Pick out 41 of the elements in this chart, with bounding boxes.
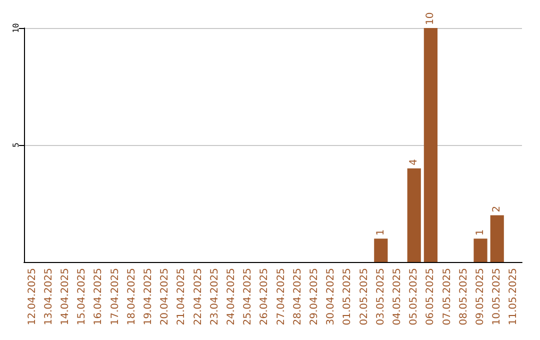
x-tick-label: 09.05.2025 (475, 268, 486, 326)
x-tick-label: 30.04.2025 (326, 268, 337, 326)
data-label: 1 (475, 229, 486, 236)
data-label: 1 (375, 229, 386, 236)
x-tick-label: 10.05.2025 (492, 268, 503, 326)
x-tick-label: 04.05.2025 (392, 268, 403, 326)
x-tick-label: 20.04.2025 (160, 268, 171, 326)
x-tick-label: 16.04.2025 (93, 268, 104, 326)
data-label: 2 (492, 206, 503, 212)
x-tick-label: 02.05.2025 (358, 268, 370, 326)
x-tick-label: 14.04.2025 (60, 268, 71, 326)
x-tick-label: 24.04.2025 (226, 268, 237, 326)
x-tick-label: 08.05.2025 (458, 268, 470, 326)
x-tick-label: 03.05.2025 (375, 268, 386, 326)
x-tick-label: 18.04.2025 (126, 268, 138, 326)
x-tick-label: 01.05.2025 (342, 268, 354, 326)
x-tick-label: 29.04.2025 (309, 268, 320, 326)
data-label: 10 (425, 12, 436, 25)
bar (424, 28, 438, 262)
x-tick-label: 19.04.2025 (143, 268, 154, 326)
data-label: 4 (408, 159, 420, 166)
y-tick-label: 5 (12, 142, 20, 148)
x-tick-label: 25.04.2025 (242, 268, 254, 326)
x-tick-label: 12.04.2025 (26, 268, 38, 326)
bar (374, 238, 388, 262)
x-tick-label: 26.04.2025 (259, 268, 270, 326)
bar (474, 238, 488, 262)
x-tick-label: 27.04.2025 (276, 268, 287, 326)
x-tick-label: 17.04.2025 (110, 268, 121, 326)
x-tick-label: 23.04.2025 (209, 268, 220, 326)
x-tick-label: 05.05.2025 (408, 268, 420, 326)
x-tick-label: 13.04.2025 (43, 268, 54, 326)
bar (490, 215, 504, 262)
x-tick-label: 11.05.2025 (508, 268, 520, 326)
x-tick-label: 21.04.2025 (176, 268, 188, 326)
x-tick-label: 22.04.2025 (192, 268, 204, 326)
x-tick-label: 28.04.2025 (292, 268, 304, 326)
x-tick-label: 06.05.2025 (425, 268, 436, 326)
x-tick-label: 15.04.2025 (76, 268, 88, 326)
bar (407, 168, 421, 262)
x-tick-label: 07.05.2025 (442, 268, 453, 326)
